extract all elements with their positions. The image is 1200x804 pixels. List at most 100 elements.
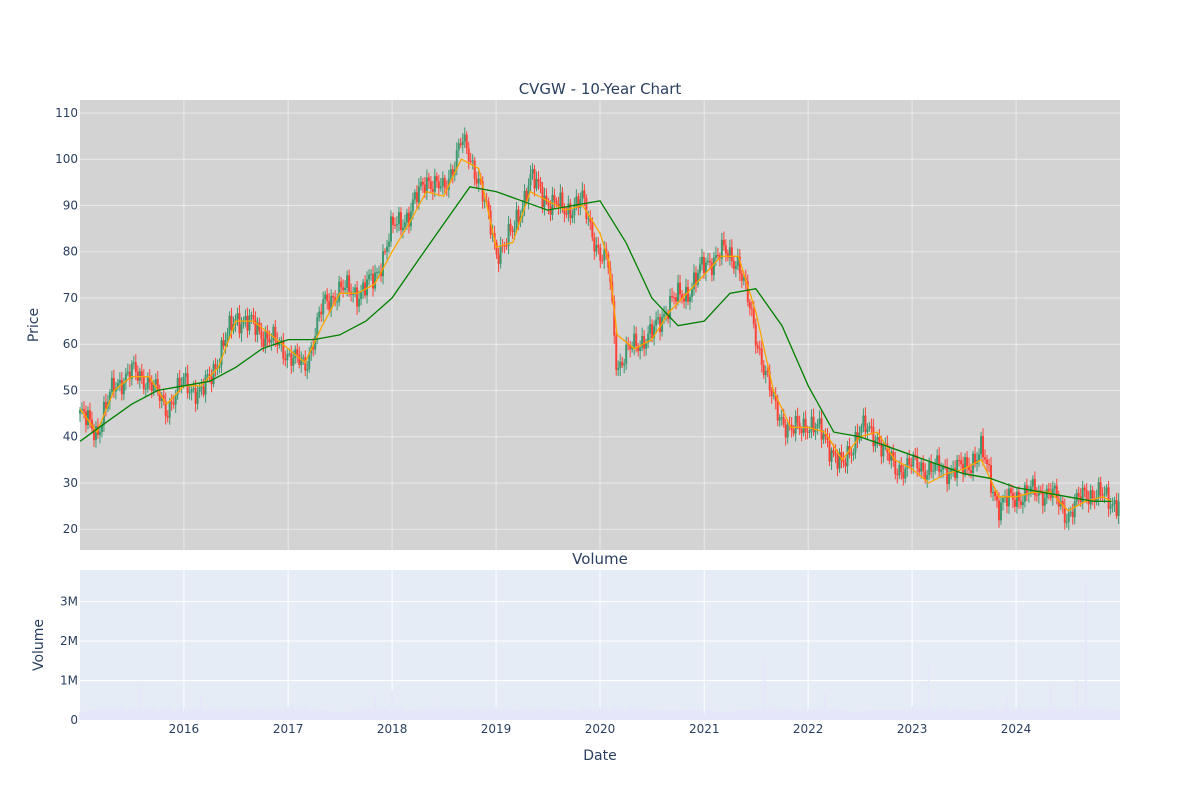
volume-bar xyxy=(144,708,146,720)
volume-bar xyxy=(104,707,106,720)
volume-bar xyxy=(895,710,898,720)
volume-bar xyxy=(940,707,943,720)
price-candle-body xyxy=(764,370,767,376)
price-candle-body xyxy=(1047,488,1050,492)
volume-bar xyxy=(889,710,891,720)
price-candle-body xyxy=(712,257,715,276)
price-candle-body xyxy=(186,373,189,394)
volume-bar xyxy=(727,712,730,720)
price-candle-body xyxy=(997,500,1000,521)
volume-bar xyxy=(169,708,171,720)
volume-bar xyxy=(256,707,259,720)
volume-bar xyxy=(510,710,513,720)
volume-bar xyxy=(566,709,569,720)
volume-bar xyxy=(375,709,378,720)
volume-bar xyxy=(541,708,544,720)
volume-bar xyxy=(418,708,421,720)
volume-bar xyxy=(981,713,984,720)
volume-bar xyxy=(515,710,518,720)
price-candle-body xyxy=(926,475,929,480)
volume-bar xyxy=(125,711,128,720)
volume-bar xyxy=(770,710,773,720)
volume-bar xyxy=(497,711,499,720)
volume-bar xyxy=(251,710,253,720)
price-candle-body xyxy=(649,324,652,334)
price-candle-body xyxy=(816,424,819,428)
volume-bar xyxy=(80,712,83,720)
volume-bar xyxy=(460,709,463,720)
price-candle-body xyxy=(585,197,588,219)
volume-bar xyxy=(932,708,935,720)
price-candle-body xyxy=(395,224,398,226)
price-candle-body xyxy=(866,428,869,433)
volume-bar xyxy=(257,711,260,720)
volume-bar xyxy=(480,710,482,720)
volume-bar xyxy=(728,711,731,720)
volume-bar xyxy=(721,711,724,720)
volume-bar xyxy=(540,712,543,720)
volume-bar xyxy=(371,708,374,720)
volume-bar xyxy=(605,708,608,720)
price-candle-body xyxy=(356,287,359,307)
volume-bar xyxy=(239,707,242,720)
volume-bar xyxy=(730,711,733,720)
volume-bar xyxy=(789,709,792,720)
price-candle-body xyxy=(1109,506,1112,509)
volume-bar xyxy=(965,712,968,720)
volume-bar xyxy=(461,708,464,720)
volume-bar xyxy=(593,708,596,720)
volume-bar xyxy=(915,708,918,720)
volume-bar xyxy=(811,711,814,720)
volume-bar xyxy=(423,708,425,720)
volume-bar xyxy=(1070,708,1072,720)
volume-bar xyxy=(116,706,119,720)
price-candle-body xyxy=(423,184,426,193)
volume-bar xyxy=(591,713,594,720)
price-candle-body xyxy=(627,344,630,346)
volume-bar xyxy=(920,709,923,720)
volume-bar xyxy=(330,711,333,720)
price-candle-body xyxy=(824,434,827,437)
volume-bar xyxy=(758,708,760,720)
price-y-tick-label: 40 xyxy=(63,430,78,444)
price-candle-body xyxy=(770,390,773,396)
volume-bar xyxy=(298,709,301,720)
volume-bar xyxy=(655,714,658,720)
price-candle-body xyxy=(820,418,823,440)
volume-bar xyxy=(648,708,651,720)
price-candle-body xyxy=(704,262,707,273)
volume-bar xyxy=(399,706,401,720)
price-candle-body xyxy=(1087,499,1090,505)
volume-bar xyxy=(347,712,350,720)
volume-bar xyxy=(408,711,411,720)
volume-bar xyxy=(87,712,89,720)
price-candle-body xyxy=(641,335,644,348)
price-candle-body xyxy=(162,395,165,401)
price-candle-body xyxy=(505,245,508,247)
volume-bar xyxy=(563,710,566,720)
volume-bar xyxy=(191,708,194,720)
volume-bar xyxy=(627,709,629,720)
volume-bar xyxy=(732,710,735,720)
price-candle-body xyxy=(457,143,460,151)
volume-bar xyxy=(555,708,558,720)
volume-bar xyxy=(96,709,98,720)
volume-bar xyxy=(624,711,627,720)
volume-bar xyxy=(445,708,448,720)
volume-bar xyxy=(137,707,139,720)
volume-bar xyxy=(194,711,196,720)
volume-bar xyxy=(1019,707,1022,720)
volume-bar xyxy=(592,711,595,720)
volume-bar xyxy=(673,710,676,720)
volume-bar xyxy=(1048,709,1051,720)
volume-bar xyxy=(261,710,264,720)
volume-bar xyxy=(400,709,403,720)
price-candle-body xyxy=(378,271,381,273)
price-candle-body xyxy=(362,282,365,292)
volume-bar xyxy=(1033,711,1036,720)
volume-bar xyxy=(1046,710,1048,720)
price-candle-body xyxy=(425,177,428,193)
volume-bar xyxy=(290,708,293,720)
price-candle-body xyxy=(543,195,546,208)
volume-bar xyxy=(805,709,808,720)
